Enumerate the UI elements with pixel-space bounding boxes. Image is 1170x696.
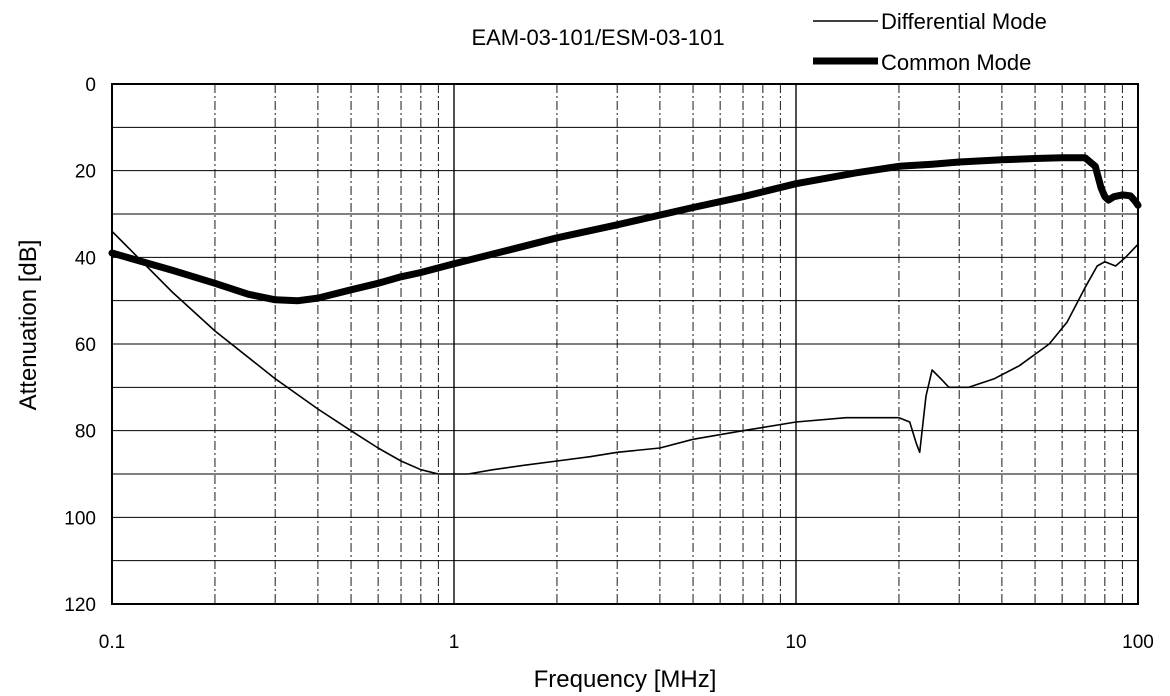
y-axis-title: Attenuation [dB] [15,240,42,411]
x-tick-label: 10 [785,632,806,653]
y-tick-label: 120 [64,595,96,616]
y-tick-label: 80 [75,422,96,443]
legend-label-common-mode: Common Mode [881,50,1031,75]
y-tick-label: 40 [75,248,96,269]
y-tick-label: 60 [75,335,96,356]
legend-label-differential-mode: Differential Mode [881,9,1047,34]
chart-title: EAM-03-101/ESM-03-101 [471,25,724,50]
y-tick-labels: 0 20 40 60 80 100 120 [64,75,96,616]
x-tick-labels: 0.1 1 10 100 [99,632,1154,653]
x-tick-label: 1 [449,632,460,653]
series-line-common-mode [108,154,1142,305]
y-tick-label: 0 [85,75,96,96]
series-line-differential-mode [111,230,1139,475]
y-tick-label: 100 [64,508,96,529]
plot-frame [111,83,1139,605]
x-tick-label: 0.1 [99,632,125,653]
series-layer [108,154,1142,475]
y-tick-label: 20 [75,162,96,183]
legend: Differential Mode Common Mode [813,9,1047,75]
x-tick-label: 100 [1122,632,1154,653]
x-axis-title: Frequency [MHz] [534,666,717,693]
